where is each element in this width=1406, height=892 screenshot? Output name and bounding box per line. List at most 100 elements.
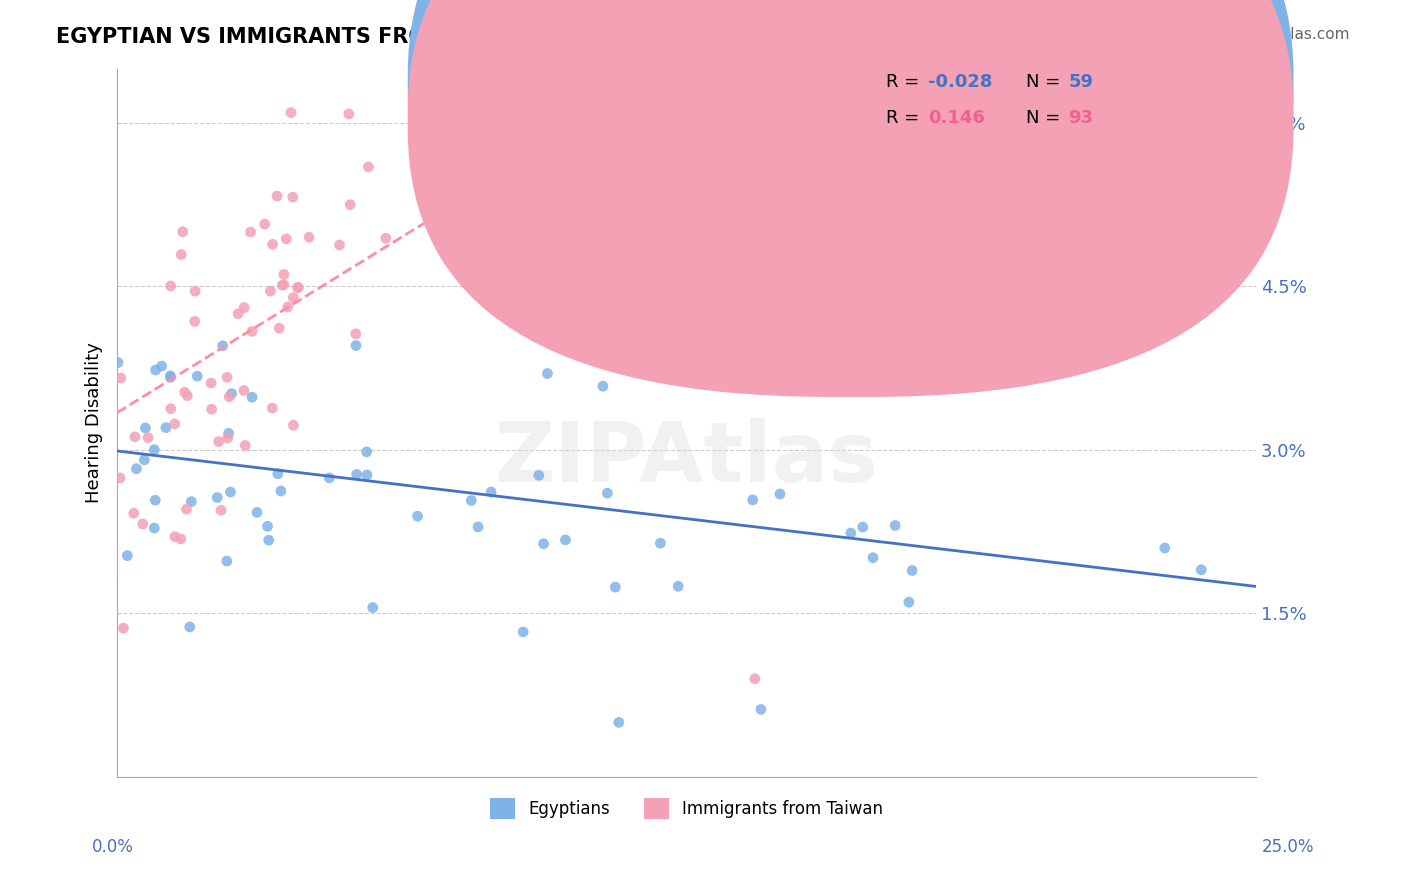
Point [555,62,578,76]
Point [143,493,166,508]
Point [551,62,574,76]
Text: 0.0%: 0.0% [91,838,134,855]
Point [209,503,232,517]
Point [1153,541,1175,555]
Point [287,280,309,294]
Point [117,549,139,563]
Point [356,445,378,459]
Point [143,442,166,457]
Point [173,385,195,400]
Point [592,379,614,393]
Point [346,467,368,482]
Point [481,118,503,132]
Point [183,314,205,328]
Point [357,160,380,174]
Point [143,521,166,535]
Point [638,62,661,76]
Point [337,107,360,121]
Point [145,363,167,377]
Point [218,390,240,404]
Point [467,520,489,534]
Point [450,163,472,178]
Point [287,280,309,294]
Point [215,554,238,568]
Point [262,401,284,415]
Point [501,89,523,103]
Point [218,426,240,441]
Point [256,519,278,533]
Point [262,237,284,252]
Point [538,62,561,76]
Point [239,225,262,239]
Point [240,325,263,339]
Point [344,338,367,352]
Point [186,369,208,384]
Point [901,564,924,578]
Point [283,291,305,305]
Point [318,471,340,485]
Point [897,595,920,609]
Point [664,62,686,76]
Point [706,62,728,76]
Point [257,533,280,548]
Point [686,62,709,76]
Point [179,620,201,634]
Text: 93: 93 [1069,109,1094,127]
Point [125,461,148,475]
Text: -0.028: -0.028 [928,73,993,91]
Point [219,485,242,500]
Point [215,370,238,384]
Text: ZIPAtlas: ZIPAtlas [495,417,879,499]
Point [150,359,173,373]
Point [271,278,294,293]
Point [839,526,862,541]
Point [537,62,560,76]
Point [226,307,249,321]
Text: R =: R = [886,109,925,127]
Text: N =: N = [1026,109,1066,127]
Point [650,536,672,550]
Point [281,190,304,204]
Point [160,401,183,416]
Point [200,376,222,390]
Point [718,62,741,76]
Point [666,579,689,593]
Point [579,62,602,76]
Point [283,418,305,433]
Point [602,62,624,76]
Text: 0.146: 0.146 [928,109,984,127]
Point [270,483,292,498]
Point [560,62,582,76]
Point [180,494,202,508]
Point [596,486,619,500]
Point [536,367,558,381]
Point [749,702,772,716]
Point [1189,563,1212,577]
Point [184,284,207,298]
Point [266,189,288,203]
Point [233,438,256,452]
Y-axis label: Hearing Disability: Hearing Disability [86,343,103,503]
Point [520,62,543,76]
Point [770,62,793,76]
Point [277,300,299,314]
Point [721,62,744,76]
Point [233,301,256,315]
Point [344,326,367,341]
Point [557,62,579,76]
Point [233,384,256,398]
Point [170,532,193,546]
Point [172,225,194,239]
Legend: Egyptians, Immigrants from Taiwan: Egyptians, Immigrants from Taiwan [484,791,890,825]
Point [547,62,569,76]
Point [479,485,502,500]
Text: N =: N = [1026,73,1066,91]
Point [240,390,263,404]
Point [748,62,770,76]
Point [716,62,738,76]
Point [527,468,550,483]
Point [132,516,155,531]
Point [512,624,534,639]
Point [495,116,517,130]
Point [720,62,742,76]
